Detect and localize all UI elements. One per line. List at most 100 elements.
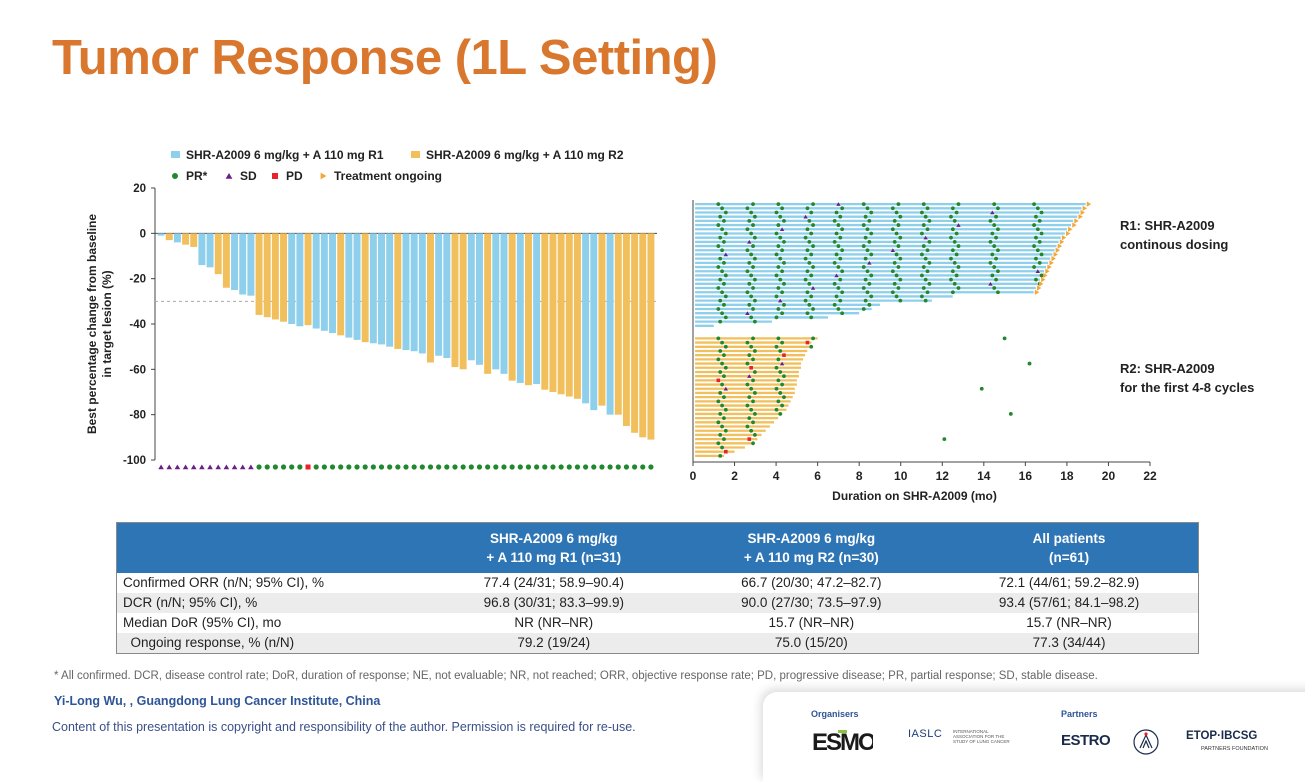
waterfall-bar [206,233,214,268]
assessment-marker-sd [723,386,729,391]
assessment-marker-pr [992,265,997,269]
response-marker-pr [313,464,319,470]
assessment-marker-pr [1034,214,1038,219]
assessment-marker-pr [805,227,810,232]
waterfall-bar [198,233,206,266]
assessment-marker-sd [1035,269,1041,274]
waterfall-bar [369,233,377,344]
iaslc-logo-subtitle: INTERNATIONAL ASSOCIATION FOR THE STUDY … [953,729,1010,744]
assessment-marker-pr [778,391,783,395]
assessment-marker-pr [720,340,724,345]
waterfall-chart: SHR-A2009 6 mg/kg + A 110 mg R1 SHR-A2009… [85,148,657,470]
assessment-marker-pr [774,315,779,320]
assessment-marker-pr [890,206,895,211]
assessment-marker-pr [992,286,997,290]
assessment-marker-pr [809,294,814,299]
assessment-marker-pr [722,302,726,307]
response-marker-pr [329,464,336,470]
assessment-marker-pr [753,391,757,395]
assessment-marker-pr [751,441,755,446]
r2-arm-label-line2: for the first 4-8 cycles [1120,380,1255,395]
response-marker-pd [305,464,311,470]
assessment-marker-sd [956,223,961,227]
x-tick-label: 0 [690,469,697,483]
table-header-all: All patients (n=61) [940,522,1199,573]
assessment-marker-pr [778,412,783,416]
assessment-marker-pr [749,231,754,236]
y-tick-label: -20 [129,274,146,286]
assessment-marker-pr [869,273,874,278]
assessment-marker-pr [920,210,924,215]
assessment-marker-pr [838,235,843,240]
assessment-marker-pr [745,382,750,387]
ongoing-marker [1061,235,1067,241]
partner-ring-logo [1133,729,1159,755]
assessment-marker-pr [776,244,781,248]
ongoing-marker [1086,201,1092,207]
waterfall-bar [394,233,402,349]
assessment-marker-pd [749,365,753,370]
assessment-marker-sd [923,235,928,240]
y-tick-label: -80 [129,410,146,422]
legend-marker-sd [225,172,233,179]
assessment-marker-pr [896,244,901,248]
assessment-marker-pr [923,256,928,261]
assessment-marker-pr [956,202,961,206]
assessment-marker-pr [838,298,843,303]
assessment-marker-pr [751,307,755,311]
assessment-marker-pr [722,260,726,265]
assessment-marker-pr [1039,273,1044,278]
response-marker-sd [215,464,222,470]
assessment-marker-pr [751,420,755,425]
legend-marker-ongoing [320,172,327,180]
assessment-marker-pr [1034,235,1038,240]
assessment-marker-pr [782,239,786,244]
waterfall-bar [435,233,443,356]
assessment-marker-pr [898,256,903,261]
logo-panel: Organisers Partners ESMO IASLC INTERNATI… [763,692,1305,782]
assessment-marker-pr [949,256,953,261]
waterfall-bar [573,233,581,399]
assessment-marker-pr [747,218,752,223]
table-cell: Confirmed ORR (n/N; 95% CI), % [123,575,325,590]
assessment-marker-pr [774,231,779,236]
assessment-marker-pr [720,382,724,387]
assessment-marker-pr [892,260,897,265]
assessment-marker-pr [722,239,726,244]
x-tick-label: 8 [856,469,863,483]
assessment-marker-sd [810,286,816,290]
assessment-marker-pr [723,231,728,236]
assessment-marker-pr [892,218,897,223]
ongoing-marker [1036,285,1042,291]
assessment-marker-pr [749,386,754,391]
response-marker-sd [207,464,213,470]
assessment-marker-pr [723,428,728,433]
assessment-marker-pr [753,214,757,219]
table-cell: 96.8 (30/31; 83.3–99.9) [483,595,624,610]
response-marker-pr [648,464,654,470]
response-marker-pr [509,464,515,470]
assessment-marker-pr [832,302,837,307]
assessment-marker-pr [894,273,899,278]
assessment-marker-pr [751,286,755,290]
assessment-marker-pr [745,206,750,211]
x-tick-label: 12 [936,469,950,483]
assessment-marker-pr [749,210,754,215]
table-cell: DCR (n/N; 95% CI), % [123,595,258,610]
assessment-marker-pr [996,248,1000,253]
assessment-marker-pr [718,277,723,282]
assessment-marker-pr [954,273,959,278]
assessment-marker-pr [1035,206,1040,211]
waterfall-bar [157,233,165,236]
assessment-marker-pr [840,227,845,232]
author-line: Yi-Long Wu, , Guangdong Lung Cancer Inst… [54,694,381,708]
response-marker-pr [468,464,474,470]
assessment-marker-pr [776,286,781,290]
legend-label-pr: PR* [186,169,208,183]
assessment-marker-sd [988,281,993,286]
response-marker-pr [501,464,507,470]
assessment-marker-pr [952,260,957,265]
assessment-marker-pr [776,202,781,206]
assessment-marker-pr [805,311,810,316]
waterfall-bar [565,233,573,397]
